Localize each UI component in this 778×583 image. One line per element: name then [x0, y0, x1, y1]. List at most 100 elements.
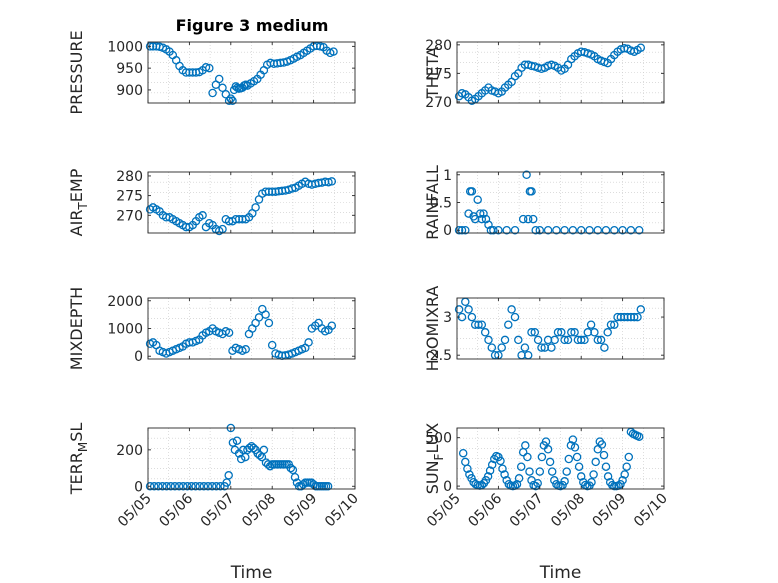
data-point: [590, 328, 599, 337]
data-point: [521, 441, 530, 450]
data-point: [537, 343, 546, 352]
data-point: [475, 209, 485, 218]
data-point: [201, 63, 211, 72]
data-point: [264, 318, 274, 328]
data-point: [327, 321, 337, 330]
data-point: [530, 328, 540, 337]
x-tick-label: 05/07: [507, 491, 547, 531]
data-point: [214, 74, 224, 84]
x-tick-label: 05/10: [631, 491, 671, 531]
x-tick-label: 05/09: [590, 491, 630, 531]
data-point: [535, 467, 545, 476]
x-tick-label: 05/08: [239, 491, 279, 531]
data-point: [560, 477, 569, 486]
data-point: [487, 343, 497, 352]
data-point: [500, 470, 509, 479]
data-point: [290, 472, 300, 482]
data-point: [497, 343, 506, 352]
data-point: [543, 445, 553, 454]
data-point: [510, 225, 520, 235]
data-point: [199, 482, 209, 491]
data-point: [576, 472, 586, 481]
data-point: [224, 96, 234, 106]
data-point: [154, 482, 163, 491]
data-point: [606, 320, 616, 329]
data-point: [207, 482, 217, 491]
data-series: [145, 304, 337, 360]
x-axis-label: Time: [230, 563, 273, 583]
y-axis-label: H2OMIXRA: [423, 286, 442, 372]
data-point: [533, 478, 542, 488]
y-tick-label: 0: [134, 349, 143, 365]
data-point: [618, 476, 627, 485]
data-point: [323, 482, 333, 491]
data-point: [458, 448, 468, 458]
data-point: [145, 42, 155, 51]
data-point: [500, 335, 510, 345]
x-tick-label: 05/05: [115, 491, 155, 531]
data-point: [545, 457, 555, 467]
data-point: [474, 320, 483, 329]
data-point: [178, 482, 188, 491]
data-point: [522, 170, 531, 180]
y-axis-label: TERRMSL: [67, 423, 90, 496]
data-point: [504, 320, 513, 329]
y-tick-label: 3: [443, 310, 452, 326]
data-point: [518, 214, 528, 224]
data-point: [599, 450, 609, 460]
y-axis-label: AIRTEMP: [67, 168, 90, 236]
data-point: [170, 482, 180, 491]
y-tick-label: 280: [425, 38, 452, 54]
data-point: [183, 482, 192, 491]
data-point: [624, 452, 634, 462]
data-point: [585, 225, 594, 235]
data-point: [587, 477, 596, 487]
y-tick-label: 275: [116, 189, 143, 205]
data-point: [560, 225, 569, 235]
y-tick-label: 900: [116, 83, 143, 99]
data-point: [574, 462, 584, 471]
x-tick-label: 05/06: [465, 490, 505, 530]
y-tick-label: 280: [116, 169, 143, 185]
data-point: [620, 470, 629, 479]
data-point: [553, 328, 563, 337]
data-point: [562, 467, 571, 476]
data-point: [557, 328, 566, 337]
data-point: [586, 320, 596, 329]
figure-title: Figure 3 medium: [176, 16, 329, 35]
grid: [148, 172, 355, 233]
data-point: [510, 312, 520, 322]
data-point: [514, 474, 524, 483]
data-point: [259, 445, 269, 455]
y-tick-label: 1000: [107, 39, 143, 55]
data-series: [454, 170, 644, 235]
x-tick-label: 05/06: [156, 490, 196, 530]
data-point: [570, 328, 579, 337]
data-point: [603, 472, 613, 481]
y-axis-label: MIXDEPTH: [67, 287, 86, 370]
data-point: [498, 464, 507, 473]
data-point: [255, 451, 265, 460]
subplot-pressure: 900 950 1000 PRESSURE: [67, 30, 356, 115]
data-point: [315, 42, 325, 51]
y-tick-label: 0: [443, 223, 452, 239]
data-point: [572, 452, 582, 462]
data-series: [454, 297, 646, 360]
data-point: [162, 482, 171, 491]
data-point: [221, 90, 231, 99]
data-series: [145, 177, 337, 236]
y-tick-label: 275: [425, 66, 452, 82]
data-point: [224, 471, 233, 480]
data-point: [528, 214, 538, 224]
data-point: [267, 340, 277, 350]
data-point: [563, 335, 573, 345]
y-axis-label: THETA: [423, 47, 442, 99]
data-point: [195, 482, 205, 491]
data-series: [458, 427, 644, 491]
data-point: [567, 328, 576, 337]
data-point: [610, 320, 619, 329]
subplot-sun_flux: 0 500 05/05 05/06 05/07 05/08 05/09 05/10 Time SU…: [423, 423, 671, 583]
